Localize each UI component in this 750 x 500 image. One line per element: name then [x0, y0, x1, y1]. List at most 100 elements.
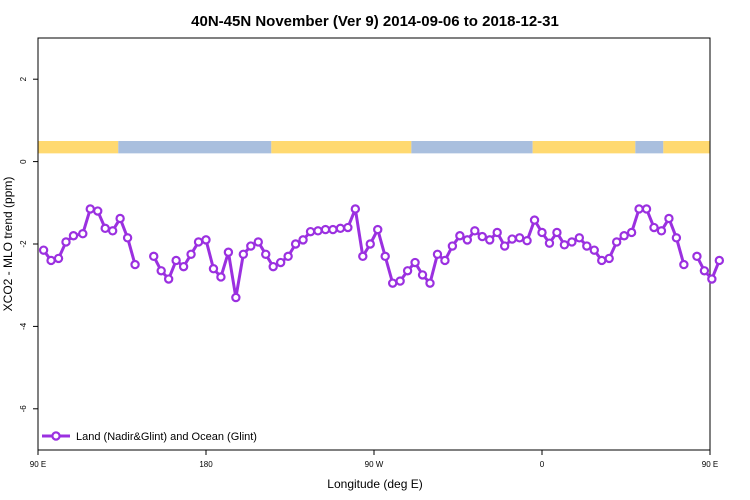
data-point — [283, 251, 293, 262]
data-point — [231, 292, 241, 303]
data-point — [46, 255, 56, 266]
data-point — [201, 235, 211, 245]
data-point — [395, 276, 405, 286]
data-point — [649, 222, 659, 233]
data-point — [107, 226, 118, 236]
data-point — [238, 249, 249, 259]
data-point — [320, 224, 331, 235]
data-point — [122, 233, 133, 243]
data-point — [328, 224, 338, 235]
data-point — [223, 247, 234, 257]
data-point — [707, 274, 717, 284]
x-tick-label: 0 — [540, 460, 545, 469]
data-point — [85, 204, 95, 214]
data-point — [100, 223, 110, 234]
data-point — [171, 255, 181, 266]
data-point — [485, 235, 495, 245]
data-point — [68, 231, 79, 241]
data-point — [455, 231, 465, 241]
x-tick-label: 90 E — [702, 460, 718, 469]
data-point — [597, 255, 607, 266]
data-point — [679, 259, 689, 270]
data-point — [261, 249, 271, 259]
data-point — [402, 266, 413, 276]
data-point — [156, 266, 166, 276]
data-point — [38, 245, 49, 255]
y-axis: 2 0 -2 -4 -6 — [19, 76, 38, 412]
data-point — [714, 255, 725, 266]
data-point — [537, 227, 547, 238]
band-segment-ocean — [411, 141, 533, 154]
data-point — [671, 233, 682, 243]
data-point — [216, 272, 226, 282]
data-point — [130, 259, 140, 270]
y-tick-label: 0 — [19, 159, 28, 164]
data-point — [544, 238, 555, 248]
data-point — [335, 223, 346, 234]
data-point — [268, 261, 278, 272]
y-tick-label: -4 — [19, 322, 28, 330]
data-point — [275, 257, 286, 268]
data-point — [522, 236, 532, 246]
y-tick-label: -2 — [19, 240, 28, 248]
legend-label: Land (Nadir&Glint) and Ocean (Glint) — [76, 431, 257, 443]
data-point — [477, 231, 487, 242]
data-point — [634, 204, 644, 214]
data-point — [380, 251, 390, 262]
data-point — [417, 270, 428, 280]
data-point — [552, 227, 562, 238]
data-point — [604, 253, 614, 264]
data-point — [246, 241, 256, 251]
band-segment-land — [38, 141, 119, 154]
data-point — [410, 257, 420, 268]
data-point — [186, 249, 196, 259]
data-point — [290, 239, 301, 249]
chart-title: 40N-45N November (Ver 9) 2014-09-06 to 2… — [191, 13, 559, 30]
data-point — [298, 235, 308, 245]
data-point — [343, 222, 353, 233]
data-point — [611, 237, 622, 247]
data-point — [692, 251, 702, 262]
data-point — [559, 240, 570, 250]
data-point — [567, 237, 577, 247]
data-point — [574, 233, 585, 243]
data-point — [641, 204, 652, 214]
series-group — [38, 204, 725, 303]
data-point — [425, 278, 435, 288]
data-point — [305, 226, 316, 237]
x-tick-label: 90 W — [365, 460, 384, 469]
data-point — [699, 266, 710, 276]
series-line — [695, 255, 721, 281]
data-point — [470, 226, 480, 236]
data-point — [447, 241, 458, 251]
data-point — [178, 261, 189, 272]
data-point — [53, 253, 64, 264]
data-point — [589, 245, 599, 255]
data-point — [193, 237, 204, 247]
band-segment-ocean — [635, 141, 664, 154]
data-point — [664, 213, 674, 224]
band-segment-land — [663, 141, 710, 154]
data-point — [619, 231, 629, 241]
data-point — [93, 206, 103, 216]
data-point — [208, 264, 219, 274]
band-segment-land — [271, 141, 412, 154]
y-tick-label: 2 — [19, 76, 28, 81]
data-point — [387, 278, 398, 288]
data-point — [499, 241, 510, 251]
data-point — [163, 274, 174, 284]
data-point — [656, 226, 667, 236]
data-point — [253, 237, 263, 247]
surface-band — [38, 141, 710, 154]
legend-marker — [51, 431, 61, 441]
data-point — [61, 237, 71, 247]
data-point — [313, 226, 323, 236]
data-point — [365, 239, 375, 249]
data-point — [115, 213, 125, 224]
data-point — [492, 227, 502, 238]
data-point — [626, 227, 637, 238]
data-point — [358, 251, 368, 262]
data-point — [432, 249, 443, 259]
y-axis-label: XCO2 - MLO trend (ppm) — [1, 177, 15, 312]
